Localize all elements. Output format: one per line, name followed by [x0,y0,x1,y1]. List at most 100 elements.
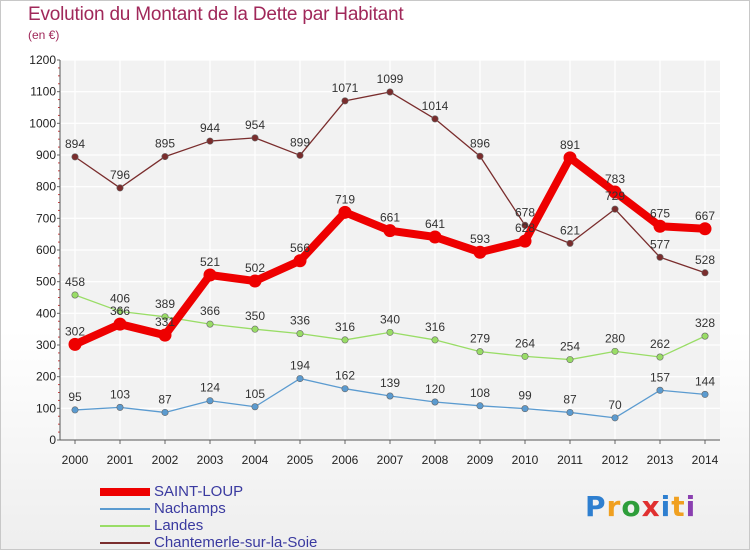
legend-swatch-landes [100,525,150,527]
data-point-landes [71,291,79,299]
data-point-nachamps [521,405,529,413]
data-point-saint-loup [113,317,127,331]
data-point-chantemerle-sur-la-soie [386,88,394,96]
data-label-saint-loup: 891 [560,138,580,152]
data-point-nachamps [566,408,574,416]
data-label-landes: 389 [155,297,175,311]
x-tick-label: 2008 [422,453,449,467]
legend-label-nachamps: Nachamps [154,500,226,517]
y-tick-label: 100 [36,401,56,415]
y-tick-label: 1000 [29,116,56,130]
data-point-landes [611,347,619,355]
data-point-chantemerle-sur-la-soie [701,269,709,277]
x-tick-label: 2001 [107,453,134,467]
data-label-chantemerle-sur-la-soie: 796 [110,168,130,182]
data-label-nachamps: 103 [110,387,130,401]
data-label-saint-loup: 593 [470,232,490,246]
x-tick-label: 2007 [377,453,404,467]
data-point-saint-loup [563,151,577,165]
data-point-nachamps [251,403,259,411]
data-label-landes: 340 [380,312,400,326]
data-label-saint-loup: 641 [425,217,445,231]
data-label-nachamps: 87 [563,392,577,406]
data-label-chantemerle-sur-la-soie: 899 [290,135,310,149]
data-label-nachamps: 194 [290,359,310,373]
data-label-landes: 350 [245,309,265,323]
x-tick-label: 2005 [287,453,314,467]
data-label-saint-loup: 719 [335,192,355,206]
proxiti-logo: Proxiti [585,490,696,523]
x-tick-label: 2006 [332,453,359,467]
data-point-saint-loup [518,234,532,248]
data-label-chantemerle-sur-la-soie: 954 [245,118,265,132]
data-point-landes [161,313,169,321]
data-point-saint-loup [653,219,667,233]
y-tick-label: 400 [36,306,56,320]
y-tick-label: 800 [36,180,56,194]
data-label-chantemerle-sur-la-soie: 621 [560,223,580,237]
y-tick-label: 200 [36,370,56,384]
legend-swatch-nachamps [100,508,150,510]
logo-letter: x [641,490,661,523]
logo-letter: P [585,490,607,523]
data-label-chantemerle-sur-la-soie: 678 [515,205,535,219]
data-label-landes: 316 [425,320,445,334]
data-point-chantemerle-sur-la-soie [71,153,79,161]
data-label-chantemerle-sur-la-soie: 577 [650,237,670,251]
x-tick-label: 2000 [62,453,89,467]
data-point-nachamps [611,414,619,422]
data-point-landes [116,307,124,315]
data-label-landes: 406 [110,291,130,305]
data-point-saint-loup [473,245,487,259]
data-point-chantemerle-sur-la-soie [296,151,304,159]
x-tick-label: 2002 [152,453,179,467]
data-point-chantemerle-sur-la-soie [251,134,259,142]
data-label-landes: 458 [65,275,85,289]
data-label-nachamps: 108 [470,386,490,400]
data-label-saint-loup: 628 [515,221,535,235]
data-label-nachamps: 87 [158,392,172,406]
y-tick-label: 1200 [29,53,56,67]
data-point-nachamps [656,386,664,394]
legend-label-saint-loup: SAINT-LOUP [154,483,244,500]
data-point-chantemerle-sur-la-soie [611,205,619,213]
data-point-nachamps [161,408,169,416]
data-point-chantemerle-sur-la-soie [476,152,484,160]
data-point-landes [386,328,394,336]
data-label-chantemerle-sur-la-soie: 895 [155,137,175,151]
logo-letter: i [685,490,697,523]
data-label-nachamps: 120 [425,382,445,396]
data-point-chantemerle-sur-la-soie [116,184,124,192]
logo-letter: r [606,490,622,523]
y-tick-label: 700 [36,211,56,225]
data-point-chantemerle-sur-la-soie [431,115,439,123]
data-label-landes: 279 [470,332,490,346]
data-point-saint-loup [158,328,172,342]
y-tick-label: 900 [36,148,56,162]
data-label-chantemerle-sur-la-soie: 896 [470,136,490,150]
data-point-saint-loup [248,274,262,288]
data-label-chantemerle-sur-la-soie: 1014 [422,99,449,113]
data-point-chantemerle-sur-la-soie [521,221,529,229]
data-point-saint-loup [383,224,397,238]
data-point-saint-loup [338,205,352,219]
data-label-chantemerle-sur-la-soie: 944 [200,121,220,135]
chart-subtitle: (en €) [28,28,60,42]
data-point-landes [296,330,304,338]
data-point-nachamps [341,385,349,393]
data-label-nachamps: 144 [695,374,715,388]
data-label-landes: 264 [515,336,535,350]
x-tick-label: 2009 [467,453,494,467]
data-label-landes: 262 [650,337,670,351]
y-tick-label: 500 [36,275,56,289]
data-point-nachamps [386,392,394,400]
data-point-saint-loup [203,268,217,282]
data-point-nachamps [431,398,439,406]
data-point-nachamps [476,402,484,410]
x-tick-label: 2010 [512,453,539,467]
data-label-landes: 336 [290,314,310,328]
data-point-saint-loup [428,230,442,244]
data-label-landes: 254 [560,340,580,354]
data-point-landes [251,325,259,333]
